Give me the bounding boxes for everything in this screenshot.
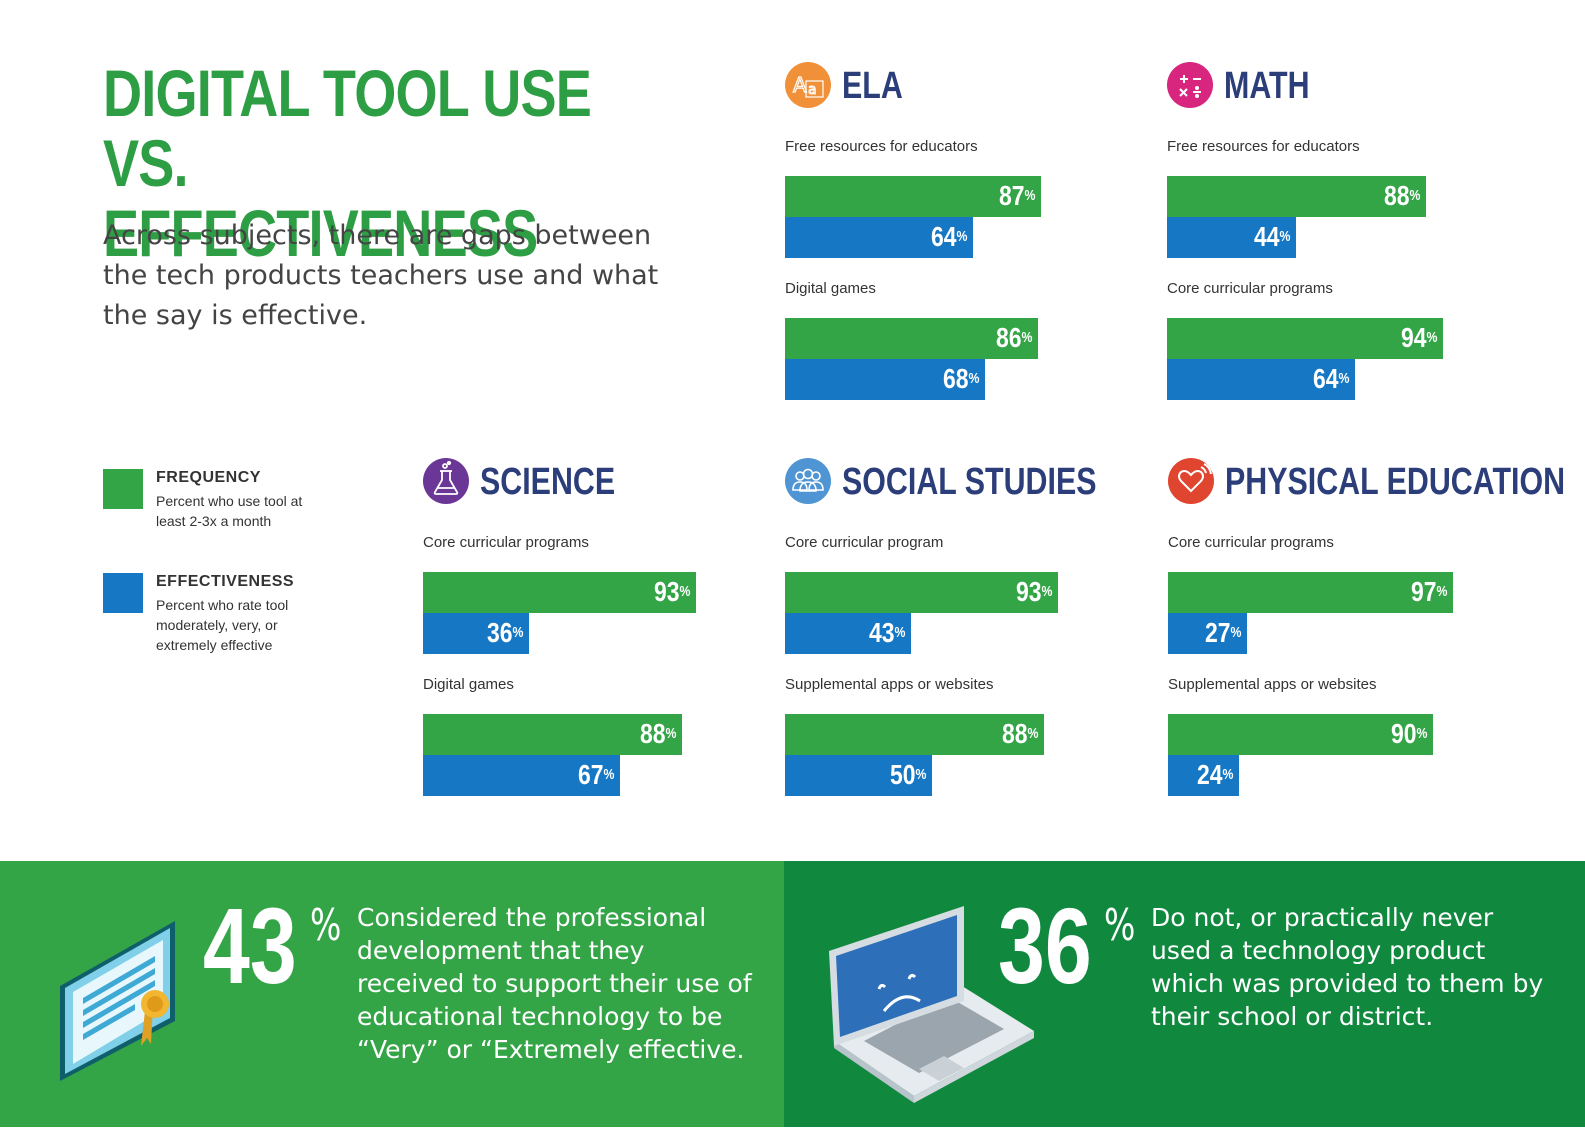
frequency-bar: 90%: [1168, 714, 1433, 755]
bar-value-label: 86%: [995, 322, 1032, 353]
bar-value-label: 67%: [577, 759, 614, 790]
sad-laptop-icon: [829, 906, 1034, 1103]
math-operators-icon: [1167, 62, 1213, 108]
effectiveness-bar: 24%: [1168, 755, 1239, 796]
category-label: Core curricular programs: [1167, 280, 1333, 297]
frequency-bar: 93%: [423, 572, 696, 613]
frequency-bar: 93%: [785, 572, 1058, 613]
frequency-bar: 94%: [1167, 318, 1443, 359]
category-label: Free resources for educators: [785, 138, 978, 155]
chart-math: MATH Free resources for educators 88% 44% Co…: [1167, 60, 1527, 400]
bar-value-label: 88%: [1001, 718, 1038, 749]
chart-title: SOCIAL STUDIES: [842, 461, 1097, 503]
category-label: Core curricular program: [785, 534, 944, 551]
frequency-swatch: [103, 469, 143, 509]
people-icon: [785, 458, 831, 504]
bar-value-label: 93%: [1015, 576, 1052, 607]
effectiveness-bar: 64%: [1167, 359, 1355, 400]
left-stat-number: 43: [203, 885, 297, 1006]
heart-icon: [1168, 458, 1214, 504]
frequency-title: FREQUENCY: [156, 469, 261, 486]
category-label: Free resources for educators: [1167, 138, 1360, 155]
category-label: Supplemental apps or websites: [1168, 676, 1377, 693]
bar-value-label: 88%: [1383, 180, 1420, 211]
effectiveness-bar: 27%: [1168, 613, 1247, 654]
bar-value-label: 93%: [653, 576, 690, 607]
effectiveness-bar: 64%: [785, 217, 973, 258]
svg-text:a: a: [808, 82, 817, 98]
category-label: Digital games: [785, 280, 876, 297]
effectiveness-bar: 50%: [785, 755, 932, 796]
category-label: Digital games: [423, 676, 514, 693]
bar-value-label: 88%: [639, 718, 676, 749]
right-stat-number: 36: [998, 885, 1092, 1006]
footer-stat-right: 36 % Do not, or practically never used a…: [784, 861, 1585, 1127]
bar-value-label: 90%: [1390, 718, 1427, 749]
certificate-icon: [60, 921, 175, 1081]
bar-value-label: 43%: [868, 617, 905, 648]
category-label: Supplemental apps or websites: [785, 676, 994, 693]
flask-icon: [423, 458, 469, 504]
frequency-bar: 97%: [1168, 572, 1453, 613]
right-stat-percent: %: [1104, 900, 1136, 951]
chart-science: SCIENCE Core curricular programs 93% 36% Dig…: [423, 456, 783, 796]
frequency-bar: 87%: [785, 176, 1041, 217]
effectiveness-bar: 44%: [1167, 217, 1296, 258]
footer-stat-left: 43 % Considered the professional develop…: [0, 861, 784, 1127]
frequency-bar: 88%: [423, 714, 682, 755]
bar-value-label: 36%: [486, 617, 523, 648]
left-stat-percent: %: [310, 900, 342, 951]
bar-value-label: 50%: [889, 759, 926, 790]
bar-value-label: 64%: [1312, 363, 1349, 394]
category-label: Core curricular programs: [423, 534, 589, 551]
chart-title: ELA: [842, 65, 903, 107]
category-label: Core curricular programs: [1168, 534, 1334, 551]
bar-value-label: 24%: [1196, 759, 1233, 790]
effectiveness-bar: 68%: [785, 359, 985, 400]
right-stat-text: Do not, or practically never used a tech…: [1151, 903, 1544, 1031]
bar-value-label: 97%: [1410, 576, 1447, 607]
bar-value-label: 94%: [1400, 322, 1437, 353]
chart-physical-education: PHYSICAL EDUCATION Core curricular progra…: [1168, 456, 1565, 796]
page-subtitle: Across subjects, there are gaps between …: [103, 220, 659, 331]
frequency-bar: 86%: [785, 318, 1038, 359]
bar-value-label: 44%: [1253, 221, 1290, 252]
chart-social-studies: SOCIAL STUDIES Core curricular program 93%…: [785, 456, 1145, 796]
effectiveness-bar: 67%: [423, 755, 620, 796]
title-line-2: EFFECTIVENESS: [103, 196, 538, 270]
frequency-bar: 88%: [1167, 176, 1426, 217]
effectiveness-bar: 43%: [785, 613, 911, 654]
chart-title: PHYSICAL EDUCATION: [1225, 461, 1566, 503]
bar-value-label: 68%: [942, 363, 979, 394]
frequency-bar: 88%: [785, 714, 1044, 755]
bar-value-label: 27%: [1204, 617, 1241, 648]
svg-text:A: A: [793, 73, 807, 97]
effectiveness-title: EFFECTIVENESS: [156, 573, 295, 590]
bar-value-label: 64%: [930, 221, 967, 252]
title-line-1: DIGITAL TOOL USE VS.: [103, 56, 592, 200]
left-stat-text: Considered the professional development …: [357, 903, 752, 1064]
bar-value-label: 87%: [998, 180, 1035, 211]
frequency-desc: Percent who use tool at least 2-3x a mon…: [156, 493, 303, 529]
chart-title: SCIENCE: [480, 461, 616, 503]
effectiveness-bar: 36%: [423, 613, 529, 654]
chart-title: MATH: [1224, 65, 1310, 107]
effectiveness-desc: Percent who rate tool moderately, very, …: [156, 597, 289, 653]
effectiveness-swatch: [103, 573, 143, 613]
page-title: DIGITAL TOOL USE VS. EFFECTIVENESS: [103, 58, 611, 268]
